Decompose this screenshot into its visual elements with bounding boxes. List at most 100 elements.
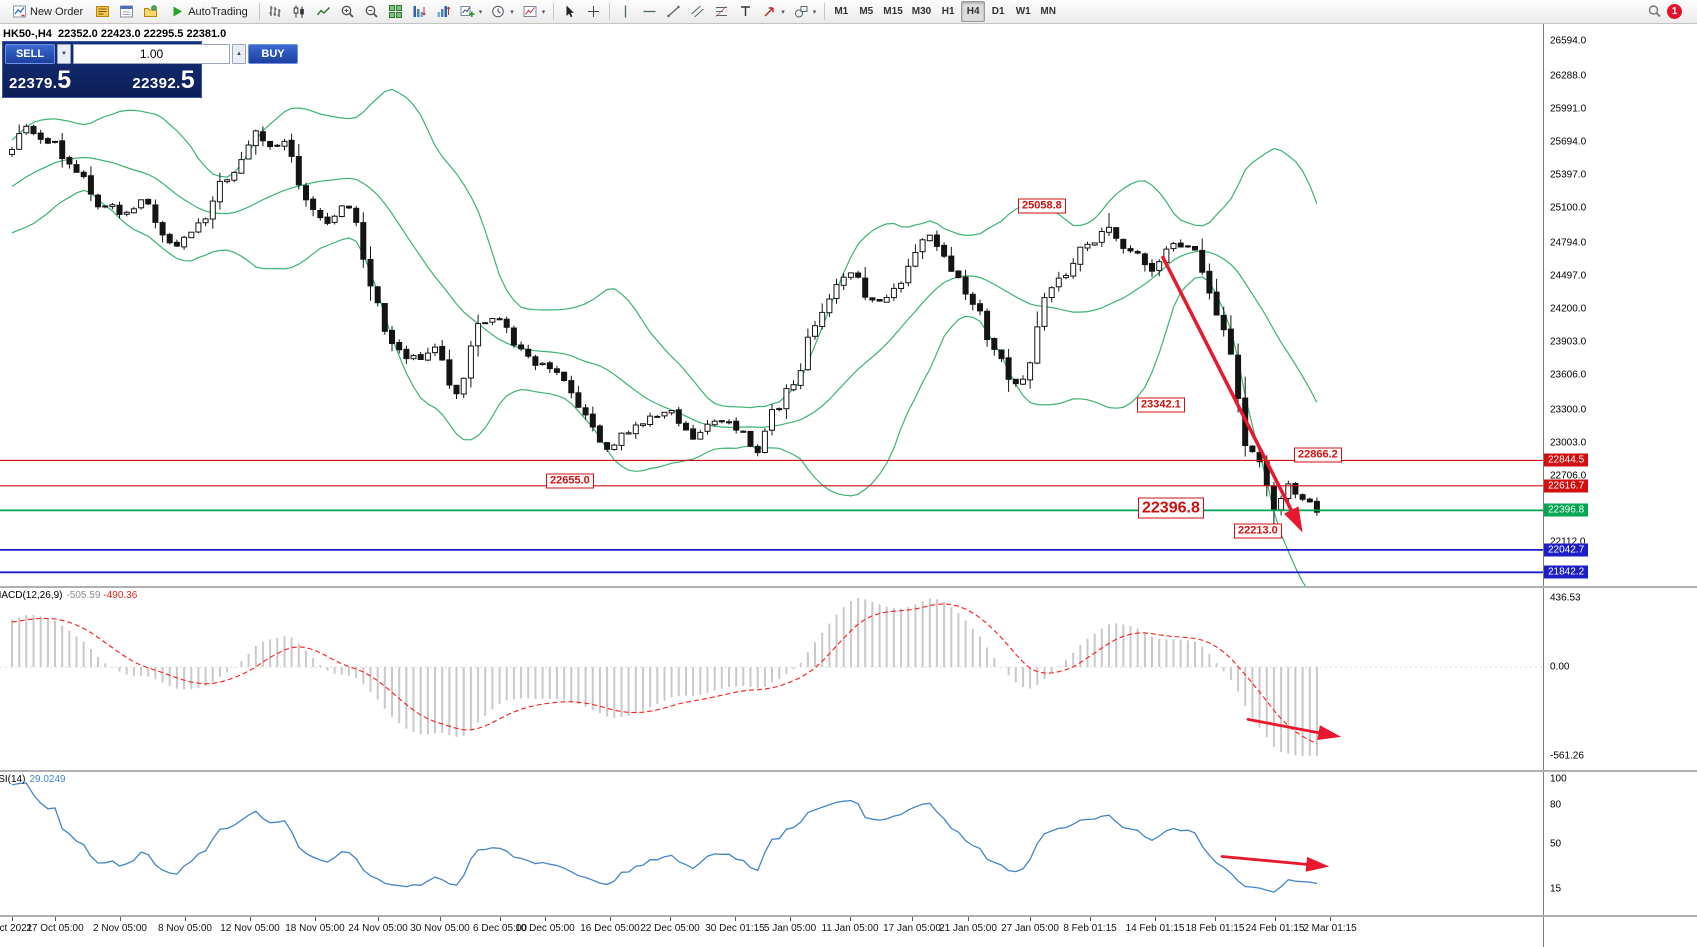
fibonacci-tool-button[interactable] bbox=[710, 1, 733, 22]
macd-signal-value: -490.36 bbox=[103, 590, 138, 601]
new-order-button[interactable]: New Order bbox=[5, 1, 90, 22]
price-tag: 22042.7 bbox=[1544, 543, 1589, 557]
search-button[interactable] bbox=[1643, 1, 1666, 22]
sell-button[interactable]: SELL bbox=[5, 44, 55, 64]
price-callout[interactable]: 23342.1 bbox=[1137, 397, 1185, 413]
navigator-button[interactable] bbox=[139, 1, 162, 22]
zoom-out-button[interactable] bbox=[360, 1, 383, 22]
main-chart-panel[interactable]: 26594.0 26288.0 25991.0 25694.0 25397.0 25100… bbox=[0, 24, 1697, 588]
price-callout[interactable]: 22866.2 bbox=[1294, 447, 1342, 463]
arrange-descending-button[interactable] bbox=[408, 1, 431, 22]
buy-button[interactable]: BUY bbox=[248, 44, 298, 64]
timeframe-h4-button[interactable]: H4 bbox=[961, 1, 986, 22]
timeframe-m30-button[interactable]: M30 bbox=[911, 6, 932, 17]
rsi-line bbox=[11, 782, 1318, 893]
arrows-tool-button[interactable]: ▾ bbox=[758, 1, 789, 22]
tile-windows-icon bbox=[388, 5, 402, 18]
search-icon bbox=[1648, 5, 1661, 18]
time-axis-tick bbox=[250, 917, 251, 921]
indicators-button[interactable]: ▾ bbox=[456, 1, 487, 22]
dropdown-caret[interactable]: ▾ bbox=[478, 8, 483, 16]
price-callout[interactable]: 22655.0 bbox=[546, 473, 594, 489]
macd-canvas[interactable] bbox=[0, 588, 1543, 770]
time-axis-tick bbox=[850, 917, 851, 921]
rsi-axis[interactable]: 100 80 50 15 bbox=[1543, 772, 1697, 915]
autotrading-button[interactable]: AutoTrading bbox=[163, 1, 255, 22]
time-axis-label: 18 Nov 05:00 bbox=[285, 923, 345, 934]
text-tool-button[interactable] bbox=[734, 1, 757, 22]
time-axis-tick bbox=[500, 917, 501, 921]
dropdown-caret[interactable]: ▾ bbox=[510, 8, 514, 16]
crosshair-tool-button[interactable] bbox=[582, 1, 605, 22]
tile-windows-button[interactable] bbox=[384, 1, 407, 22]
timeframe-m1-button[interactable]: M1 bbox=[834, 6, 849, 17]
axis-tick-label: 23300.0 bbox=[1550, 404, 1587, 415]
shapes-tool-button[interactable]: ▾ bbox=[790, 1, 821, 22]
time-axis-label: 24 Feb 01:15 bbox=[1245, 923, 1305, 934]
time-axis-label: 27 Oct 05:00 bbox=[26, 923, 84, 934]
periods-button[interactable]: ▾ bbox=[487, 1, 518, 22]
arrange-ascending-button[interactable] bbox=[432, 1, 455, 22]
trend-arrow bbox=[1220, 855, 1322, 867]
macd-indicator-label: MACD(12,26,9)-505.59-490.36 bbox=[0, 590, 137, 601]
dropdown-caret[interactable]: ▾ bbox=[781, 8, 785, 16]
time-axis-label: 30 Nov 05:00 bbox=[410, 923, 470, 934]
bollinger-band-mid bbox=[11, 156, 1318, 429]
price-axis[interactable]: 26594.0 26288.0 25991.0 25694.0 25397.0 25100… bbox=[1543, 24, 1697, 586]
volume-input[interactable] bbox=[73, 44, 230, 64]
time-axis-tick bbox=[790, 917, 791, 921]
volume-decrease-button[interactable]: ▼ bbox=[57, 44, 71, 64]
timeframe-d1-button[interactable]: D1 bbox=[991, 6, 1005, 17]
cursor-tool-button[interactable] bbox=[558, 1, 581, 22]
candlestick-mode-button[interactable] bbox=[288, 1, 311, 22]
volume-increase-button[interactable]: ▲ bbox=[232, 44, 246, 64]
timeframe-m5-button[interactable]: M5 bbox=[859, 6, 874, 17]
time-axis-tick bbox=[440, 917, 441, 921]
time-axis-label: 2 Nov 05:00 bbox=[93, 923, 147, 934]
data-window-button[interactable] bbox=[115, 1, 138, 22]
channel-tool-button[interactable] bbox=[686, 1, 709, 22]
time-axis-label: 8 Nov 05:00 bbox=[158, 923, 212, 934]
vertical-line-tool-button[interactable] bbox=[614, 1, 637, 22]
line-chart-mode-button[interactable] bbox=[312, 1, 335, 22]
price-callout[interactable]: 22396.8 bbox=[1138, 497, 1204, 519]
timeframe-m15-button[interactable]: M15 bbox=[883, 6, 903, 17]
axis-tick-label: 26288.0 bbox=[1550, 70, 1587, 82]
zoom-in-button[interactable] bbox=[336, 1, 359, 22]
price-tag: 22844.5 bbox=[1544, 453, 1589, 467]
templates-button[interactable]: ▾ bbox=[519, 1, 550, 22]
new-order-icon bbox=[13, 5, 26, 18]
timeframe-w1-button[interactable]: W1 bbox=[1015, 6, 1031, 17]
trend-arrow-head bbox=[1284, 506, 1303, 533]
bar-chart-mode-button[interactable] bbox=[264, 1, 287, 22]
rsi-panel[interactable]: 100 80 50 15 RSI(14)29.0249 bbox=[0, 772, 1697, 917]
rsi-canvas[interactable] bbox=[0, 772, 1543, 915]
macd-axis[interactable]: 436.53 0.00 -561.26 bbox=[1543, 588, 1697, 770]
timeframe-h1-button[interactable]: H1 bbox=[941, 6, 955, 17]
dropdown-caret[interactable]: ▾ bbox=[812, 8, 817, 16]
autotrading-play-icon bbox=[173, 6, 183, 17]
price-callout[interactable]: 22213.0 bbox=[1234, 523, 1282, 539]
axis-tick-label: 80 bbox=[1550, 799, 1562, 810]
time-axis-tick bbox=[912, 917, 913, 921]
notification-badge[interactable]: 1 bbox=[1667, 4, 1682, 19]
main-chart-canvas[interactable] bbox=[0, 24, 1543, 586]
time-axis-tick bbox=[670, 917, 671, 921]
time-axis-tick bbox=[610, 917, 611, 921]
horizontal-line-tool-button[interactable] bbox=[638, 1, 661, 22]
axis-tick-label: 100 bbox=[1550, 773, 1567, 784]
timeframe-mn-button[interactable]: MN bbox=[1040, 6, 1056, 17]
time-axis-label: 22 Dec 05:00 bbox=[640, 923, 700, 934]
trendline-tool-button[interactable] bbox=[662, 1, 685, 22]
navigator-icon bbox=[144, 5, 158, 17]
dropdown-caret[interactable]: ▾ bbox=[541, 8, 546, 16]
arrange-descending-icon bbox=[413, 6, 426, 17]
time-axis-tick bbox=[545, 917, 546, 921]
main-toolbar: New Order AutoTrading ▾ ▾ bbox=[0, 0, 1697, 24]
macd-panel[interactable]: 436.53 0.00 -561.26 MACD(12,26,9)-505.59-4… bbox=[0, 588, 1697, 772]
price-tag: 22396.8 bbox=[1544, 503, 1589, 517]
market-watch-button[interactable] bbox=[91, 1, 114, 22]
price-callout[interactable]: 25058.8 bbox=[1018, 198, 1066, 214]
trend-arrow bbox=[1161, 255, 1300, 526]
